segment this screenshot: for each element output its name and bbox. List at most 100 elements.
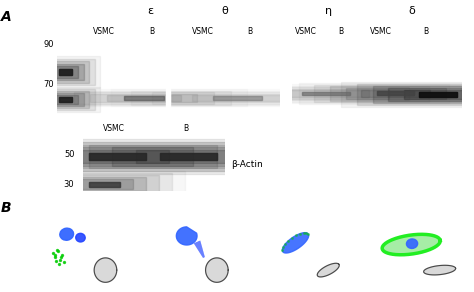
Bar — [37, 89, 95, 110]
Bar — [377, 91, 414, 95]
Bar — [192, 95, 282, 101]
Text: VSMC: VSMC — [103, 124, 125, 133]
Polygon shape — [176, 227, 197, 245]
Bar — [65, 142, 311, 171]
Bar — [107, 95, 181, 101]
Point — [51, 253, 58, 257]
Text: PKCε: PKCε — [36, 204, 57, 213]
Bar — [48, 64, 83, 80]
Text: B: B — [150, 27, 155, 36]
Bar — [346, 88, 446, 99]
Bar — [302, 92, 349, 95]
Text: PKCη: PKCη — [258, 204, 281, 213]
Text: B: B — [183, 124, 188, 133]
Bar — [373, 86, 474, 103]
Point — [57, 254, 64, 259]
Text: VSMC: VSMC — [295, 27, 317, 36]
Point — [54, 247, 61, 252]
Polygon shape — [94, 258, 117, 282]
Bar — [75, 180, 133, 189]
Point — [55, 261, 63, 266]
Bar — [341, 82, 474, 107]
Point — [58, 253, 65, 257]
Bar — [388, 88, 474, 101]
Text: ε: ε — [147, 6, 153, 16]
Polygon shape — [317, 263, 339, 277]
Bar — [136, 150, 240, 163]
Bar — [160, 153, 217, 160]
Text: B: B — [1, 201, 12, 215]
Point — [288, 236, 296, 240]
Point — [55, 249, 62, 254]
Bar — [41, 139, 335, 174]
Bar — [90, 93, 197, 102]
Text: VSMC: VSMC — [92, 27, 114, 36]
Point — [49, 251, 57, 256]
Text: θ: θ — [222, 6, 228, 16]
Point — [52, 255, 59, 260]
Point — [279, 245, 287, 250]
Point — [279, 248, 286, 252]
Point — [284, 239, 292, 244]
Point — [296, 231, 304, 236]
Bar — [419, 92, 457, 97]
Bar — [89, 153, 146, 160]
Bar — [59, 69, 73, 75]
Bar — [31, 87, 100, 112]
Bar — [42, 61, 89, 83]
Bar — [42, 91, 89, 108]
Bar — [131, 91, 344, 105]
Text: B: B — [247, 27, 252, 36]
Bar — [419, 92, 457, 97]
Point — [300, 230, 308, 235]
Bar — [89, 182, 120, 187]
Text: PKCθ: PKCθ — [147, 204, 169, 213]
Bar — [59, 97, 73, 102]
Bar — [57, 91, 231, 105]
Point — [281, 242, 289, 247]
Bar — [31, 56, 100, 88]
Text: η: η — [325, 6, 332, 16]
Bar — [314, 85, 474, 102]
Point — [53, 259, 60, 263]
Bar — [330, 86, 461, 101]
Bar — [302, 92, 349, 95]
Bar — [89, 182, 120, 187]
Polygon shape — [206, 258, 228, 282]
Text: 50: 50 — [64, 150, 74, 159]
Text: VSMC: VSMC — [370, 27, 392, 36]
Polygon shape — [283, 233, 309, 253]
Text: β-Actin: β-Actin — [231, 161, 263, 169]
Bar — [213, 96, 262, 100]
Bar — [242, 87, 409, 100]
Bar — [63, 177, 146, 191]
Bar — [37, 59, 95, 85]
Point — [292, 233, 300, 238]
Bar — [59, 97, 73, 102]
Bar — [172, 93, 303, 102]
Ellipse shape — [407, 239, 418, 248]
Text: δ: δ — [408, 6, 415, 16]
Bar — [152, 92, 323, 104]
Bar — [377, 91, 414, 95]
Bar — [282, 90, 369, 97]
Text: PKCδ: PKCδ — [370, 204, 392, 213]
Ellipse shape — [76, 233, 85, 242]
Text: B: B — [423, 27, 428, 36]
Bar — [357, 84, 474, 105]
Text: VSMC: VSMC — [192, 27, 214, 36]
Bar — [59, 69, 73, 75]
Text: 70: 70 — [44, 80, 54, 88]
Polygon shape — [424, 265, 456, 275]
Bar — [222, 86, 429, 102]
Bar — [361, 90, 430, 97]
Bar — [48, 93, 83, 106]
Bar — [213, 96, 262, 100]
Polygon shape — [382, 234, 440, 255]
Bar — [202, 84, 449, 103]
Bar — [54, 66, 78, 78]
Bar — [89, 153, 146, 160]
Point — [304, 232, 312, 236]
Bar — [36, 173, 172, 195]
Text: B: B — [338, 27, 343, 36]
